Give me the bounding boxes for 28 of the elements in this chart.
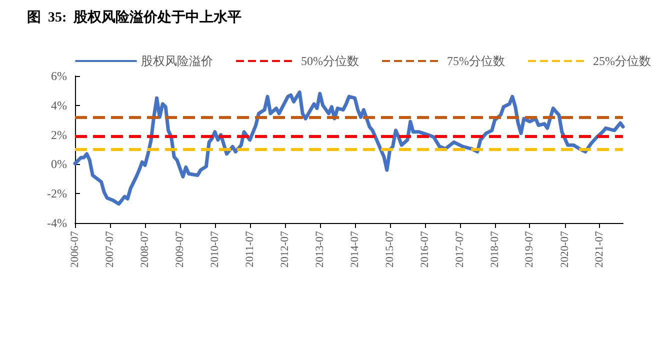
x-tick-label: 2015-07 [384,230,396,268]
y-tick-label: 2% [51,128,67,142]
legend-label: 50%分位数 [301,54,359,68]
legend-label: 25%分位数 [592,54,651,68]
chart-title: 图 35: 股权风险溢价处于中上水平 [27,10,242,26]
x-tick-label: 2012-07 [278,230,291,268]
y-tick-label: 0% [51,157,67,172]
x-tick-label: 2020-07 [558,230,571,268]
x-tick-label: 2009-07 [174,230,186,268]
x-tick-label: 2007-07 [104,230,116,268]
x-tick-label: 2008-07 [139,230,152,268]
x-tick-label: 2013-07 [314,230,326,268]
y-tick-label: -4% [47,216,67,230]
x-tick-label: 2021-07 [594,230,606,268]
x-tick-label: 2019-07 [524,230,536,268]
x-tick-label: 2014-07 [348,230,361,268]
y-tick-label: 6% [51,69,67,83]
x-tick-label: 2017-07 [454,230,466,268]
y-tick-label: -2% [47,186,67,201]
line-series [73,90,625,206]
legend-label: 股权风险溢价 [141,54,213,68]
x-tick-label: 2018-07 [488,230,501,268]
y-tick-label: 4% [51,98,67,112]
x-tick-label: 2016-07 [418,230,431,268]
x-tick-label: 2010-07 [208,230,221,268]
x-tick-label: 2011-07 [244,230,256,268]
x-tick-label: 2006-07 [69,230,81,268]
legend-label: 75%分位数 [446,54,505,68]
